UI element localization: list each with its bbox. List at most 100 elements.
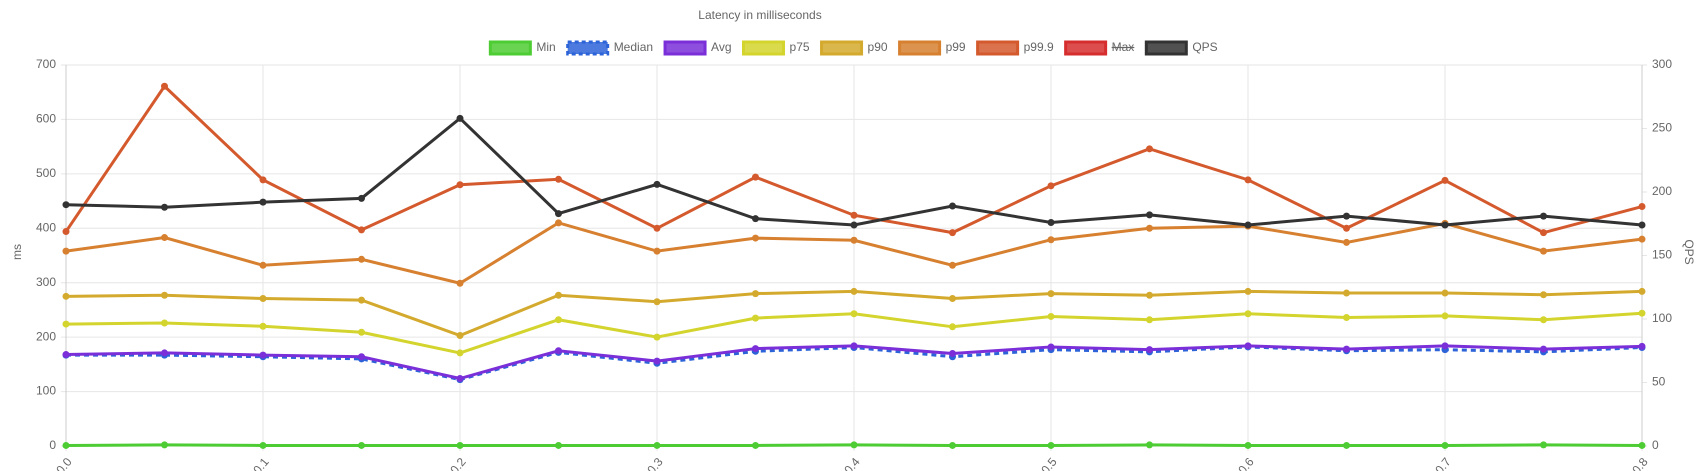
data-point (161, 203, 168, 211)
data-point (653, 180, 661, 188)
legend-swatch (820, 40, 864, 56)
data-point (752, 215, 759, 223)
data-point (62, 351, 70, 359)
data-point (850, 342, 858, 350)
y-tick-label: 400 (36, 220, 56, 234)
data-point (949, 323, 956, 331)
data-point (1343, 289, 1350, 297)
data-point (949, 229, 956, 237)
y-tick-label: 200 (36, 329, 56, 343)
data-point (752, 290, 759, 298)
data-point (653, 224, 661, 232)
data-point (1638, 287, 1646, 295)
data-point (653, 298, 661, 306)
y-tick-label: 500 (36, 166, 56, 180)
data-point (653, 357, 661, 365)
y-tick-label: 100 (36, 384, 56, 398)
data-point (752, 314, 759, 322)
data-point (259, 198, 267, 206)
data-point (1638, 342, 1646, 350)
y2-axis-label: QPS (1682, 239, 1696, 264)
y-tick-label: 300 (36, 275, 56, 289)
data-point (752, 173, 759, 181)
data-point (456, 279, 464, 287)
data-point (1441, 289, 1449, 297)
data-point (358, 255, 365, 263)
data-point (1638, 309, 1646, 317)
y2-tick-label: 50 (1652, 375, 1666, 389)
data-point (752, 234, 759, 242)
y-tick-label: 0 (49, 438, 56, 452)
y-tick-label: 700 (36, 57, 56, 71)
data-point (1244, 221, 1252, 229)
data-point (555, 347, 562, 355)
data-point (1244, 287, 1252, 295)
data-point (161, 319, 168, 327)
data-point (161, 291, 168, 299)
x-tick-label: 0.6 (1235, 455, 1257, 471)
data-point (1441, 441, 1449, 449)
data-point (1441, 221, 1449, 229)
data-point (62, 201, 70, 209)
data-point (1540, 316, 1547, 324)
data-point (259, 294, 267, 302)
data-point (62, 441, 70, 449)
x-tick-label: 0.7 (1432, 455, 1454, 471)
legend-swatch (663, 40, 707, 56)
data-point (456, 332, 464, 340)
legend: Min Median Avg p75 p90 p99 p99.9 Max QPS (488, 40, 1218, 56)
data-point (1343, 441, 1350, 449)
x-tick-label: 0.8 (1629, 455, 1651, 471)
data-point (1047, 290, 1055, 298)
data-point (1146, 346, 1153, 354)
data-point (1244, 176, 1252, 184)
data-point (1047, 182, 1055, 190)
data-point (1146, 291, 1153, 299)
chart-title: Latency in milliseconds (698, 8, 821, 22)
data-point (358, 328, 365, 336)
data-point (1146, 316, 1153, 324)
data-point (1244, 441, 1252, 449)
data-point (161, 349, 168, 357)
legend-label: Max (1112, 40, 1135, 54)
legend-label: p99.9 (1024, 40, 1054, 54)
legend-label: p90 (868, 40, 888, 54)
data-point (555, 219, 562, 227)
x-tick-label: 0.1 (250, 455, 272, 471)
legend-label: p99 (946, 40, 966, 54)
legend-label: Avg (711, 40, 731, 54)
legend-label: Median (614, 40, 653, 54)
data-point (555, 316, 562, 324)
data-point (1540, 247, 1547, 255)
legend-swatch (898, 40, 942, 56)
x-tick-label: 0.2 (447, 455, 469, 471)
data-point (456, 441, 464, 449)
data-point (259, 441, 267, 449)
y-axis-label: ms (10, 244, 24, 260)
data-point (752, 441, 759, 449)
legend-label: Min (536, 40, 555, 54)
data-point (850, 236, 858, 244)
data-point (259, 176, 267, 184)
legend-swatch (742, 40, 786, 56)
data-point (456, 114, 464, 122)
x-tick-label: 0.3 (644, 455, 666, 471)
legend-swatch (488, 40, 532, 56)
data-point (1441, 176, 1449, 184)
x-tick-label: 0.5 (1038, 455, 1060, 471)
data-point (1343, 212, 1350, 220)
y2-tick-label: 250 (1652, 121, 1672, 135)
y2-tick-label: 300 (1652, 57, 1672, 71)
data-point (752, 345, 759, 353)
data-point (62, 247, 70, 255)
data-point (949, 441, 956, 449)
data-point (1343, 314, 1350, 322)
data-point (1441, 312, 1449, 320)
data-point (358, 194, 365, 202)
data-point (62, 292, 70, 300)
data-point (62, 228, 70, 236)
x-tick-label: 0.4 (841, 455, 863, 471)
data-point (259, 322, 267, 330)
data-point (1047, 312, 1055, 320)
